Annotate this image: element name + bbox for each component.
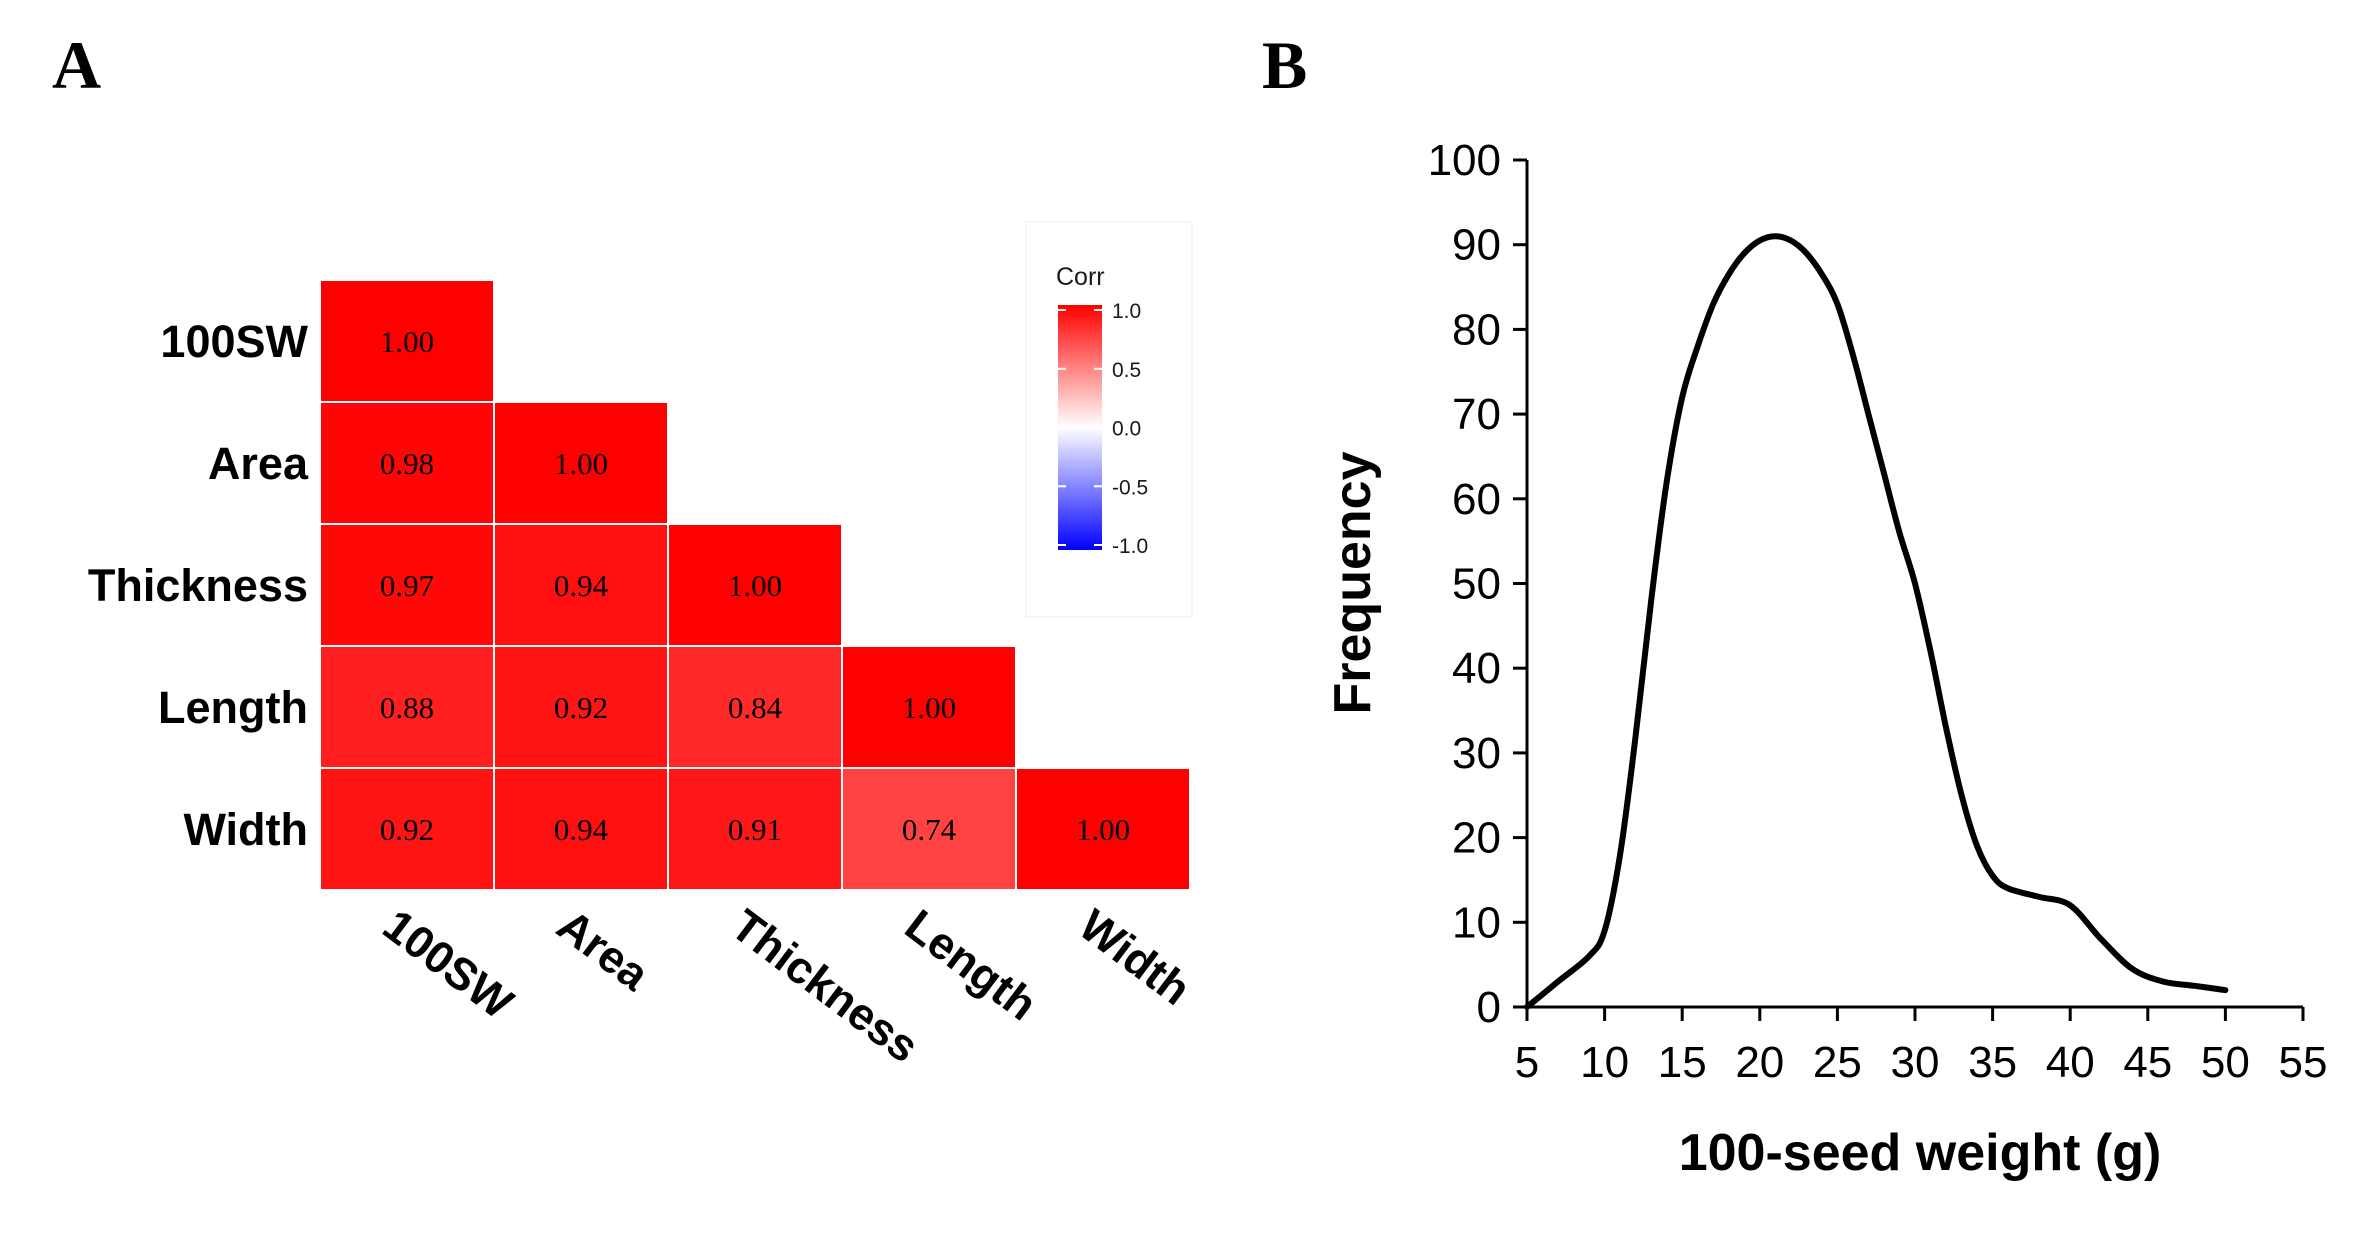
legend-tick-label: -1.0 bbox=[1112, 535, 1148, 558]
heatmap-col-label: Width bbox=[1070, 899, 1200, 1015]
corr-legend: Corr 1.0 0.5 0.0 -0.5 -1.0 bbox=[1025, 221, 1193, 618]
heatmap-cell bbox=[319, 279, 495, 403]
heatmap-cell-value: 0.84 bbox=[728, 690, 783, 725]
heatmap-cell-value: 0.92 bbox=[380, 812, 434, 847]
x-tick-label: 55 bbox=[2279, 1038, 2328, 1087]
heatmap-col-label: Thickness bbox=[722, 899, 928, 1072]
y-tick-label: 80 bbox=[1452, 305, 1501, 354]
heatmap-cell-value: 0.94 bbox=[554, 812, 609, 847]
legend-box bbox=[1025, 221, 1193, 618]
legend-title: Corr bbox=[1056, 263, 1105, 291]
frequency-line-chart: 0 10 20 30 40 50 60 70 80 90 100 5 10 15 20 25 30 35 40 45… bbox=[1324, 136, 2327, 1182]
heatmap-cell bbox=[841, 767, 1017, 891]
heatmap-cell-value: 1.00 bbox=[380, 324, 434, 359]
y-axis-ticks: 0 10 20 30 40 50 60 70 80 90 100 bbox=[1428, 136, 1527, 1032]
heatmap-cell-value: 0.88 bbox=[380, 690, 434, 725]
x-tick-label: 15 bbox=[1658, 1038, 1707, 1087]
heatmap-cell-value: 1.00 bbox=[1076, 812, 1130, 847]
legend-ticks: 1.0 0.5 0.0 -0.5 -1.0 bbox=[1058, 300, 1148, 558]
heatmap-cell-value: 0.97 bbox=[380, 568, 434, 603]
heatmap-cell bbox=[1015, 767, 1191, 891]
heatmap-col-label: 100SW bbox=[374, 899, 523, 1029]
heatmap-cell-value: 1.00 bbox=[902, 690, 956, 725]
x-axis-title: 100-seed weight (g) bbox=[1679, 1124, 2162, 1182]
x-tick-label: 50 bbox=[2201, 1038, 2250, 1087]
heatmap-cell bbox=[667, 645, 843, 769]
heatmap-cell bbox=[493, 645, 669, 769]
heatmap-row-labels: 100SW Area Thickness Length Width bbox=[88, 316, 309, 855]
x-tick-label: 25 bbox=[1813, 1038, 1862, 1087]
y-tick-label: 10 bbox=[1452, 898, 1501, 947]
heatmap-cells: 1.000.98 1.000.97 0.94 1.000.88 0.92 0.84 1.00… bbox=[319, 279, 1191, 891]
heatmap-cell-value: 1.00 bbox=[728, 568, 782, 603]
y-axis-title: Frequency bbox=[1324, 451, 1382, 714]
heatmap-row-label: Thickness bbox=[88, 560, 308, 611]
heatmap-cell bbox=[319, 401, 495, 525]
heatmap-col-label: Length bbox=[896, 899, 1046, 1030]
y-tick-label: 100 bbox=[1428, 136, 1501, 185]
x-tick-label: 45 bbox=[2123, 1038, 2172, 1087]
heatmap-cell-value: 1.00 bbox=[554, 446, 608, 481]
panel-b-label: B bbox=[1262, 27, 1307, 103]
y-tick-label: 40 bbox=[1452, 644, 1501, 693]
x-tick-label: 20 bbox=[1735, 1038, 1784, 1087]
x-tick-label: 10 bbox=[1580, 1038, 1629, 1087]
heatmap-row-label: Area bbox=[208, 438, 309, 489]
heatmap-cell bbox=[667, 767, 843, 891]
heatmap-cell-value: 0.94 bbox=[554, 568, 609, 603]
legend-tick-label: 0.5 bbox=[1112, 359, 1141, 382]
x-tick-label: 5 bbox=[1515, 1038, 1539, 1087]
heatmap-row-label: 100SW bbox=[160, 316, 308, 367]
heatmap-row-label: Width bbox=[183, 804, 308, 855]
heatmap-cell bbox=[493, 401, 669, 525]
heatmap-cell-value: 0.74 bbox=[902, 812, 957, 847]
x-axis-ticks: 5 10 15 20 25 30 35 40 45 50 55 bbox=[1515, 1007, 2328, 1087]
y-tick-label: 30 bbox=[1452, 729, 1501, 778]
x-tick-label: 30 bbox=[1891, 1038, 1940, 1087]
heatmap-cell-value: 0.91 bbox=[728, 812, 782, 847]
y-tick-label: 0 bbox=[1477, 983, 1501, 1032]
y-tick-label: 90 bbox=[1452, 221, 1501, 270]
heatmap-cell-value: 0.98 bbox=[380, 446, 434, 481]
y-tick-label: 70 bbox=[1452, 390, 1501, 439]
x-tick-label: 35 bbox=[1968, 1038, 2017, 1087]
y-tick-label: 50 bbox=[1452, 560, 1501, 609]
heatmap-cell-value: 0.92 bbox=[554, 690, 608, 725]
heatmap-row-label: Length bbox=[158, 682, 308, 733]
x-tick-label: 40 bbox=[2046, 1038, 2095, 1087]
legend-tick-label: 0.0 bbox=[1112, 418, 1141, 441]
legend-tick-label: 1.0 bbox=[1112, 300, 1141, 323]
y-tick-label: 20 bbox=[1452, 814, 1501, 863]
panel-a-label: A bbox=[52, 27, 101, 103]
frequency-series-line bbox=[1524, 233, 2229, 1010]
y-tick-label: 60 bbox=[1452, 475, 1501, 524]
heatmap-col-label: Area bbox=[548, 899, 659, 1001]
legend-tick-label: -0.5 bbox=[1112, 476, 1148, 499]
